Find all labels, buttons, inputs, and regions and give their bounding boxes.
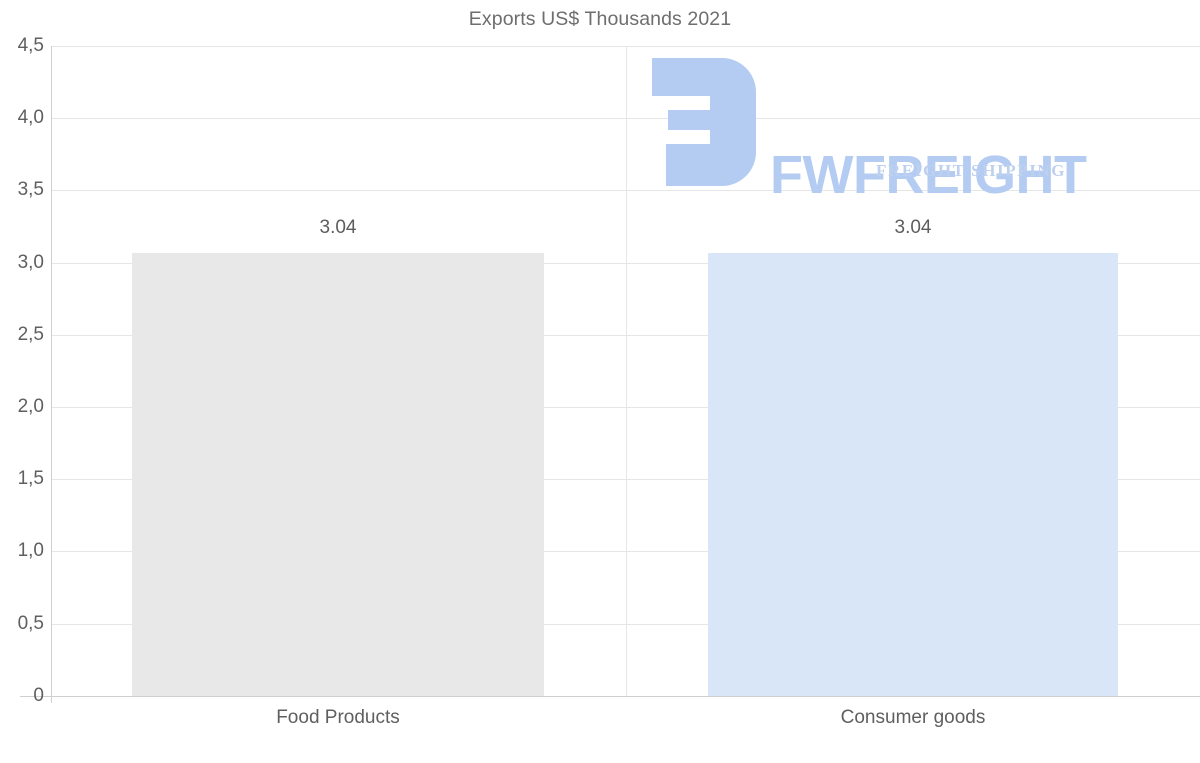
watermark-tagline: FREIGHT SHIPPING	[876, 161, 1067, 180]
gridline-y-2-5	[51, 335, 1200, 336]
bar-value-label-food-products: 3.04	[319, 217, 357, 238]
y-tick-label-3: 3,0	[17, 252, 44, 273]
y-tick-label-4: 2,5	[17, 324, 44, 345]
gridline-y-1-5	[51, 479, 1200, 480]
y-tick-label-0: 4,5	[17, 35, 44, 56]
gridline-y-2-0	[51, 407, 1200, 408]
gridline-y-4-5	[51, 46, 1200, 47]
y-tick-label-5: 2,0	[17, 396, 44, 417]
x-axis-line	[20, 696, 1200, 697]
y-tick-label-9: 0	[33, 685, 44, 706]
gridline-x-category-boundary	[626, 46, 627, 696]
watermark: FWFREIGHT FREIGHT SHIPPING	[648, 58, 1148, 202]
bar-consumer-goods[interactable]	[708, 253, 1118, 696]
gridline-y-0-5	[51, 624, 1200, 625]
gridline-y-3-5	[51, 190, 1200, 191]
x-axis-label-food-products: Food Products	[276, 707, 400, 728]
gridline-y-1-0	[51, 551, 1200, 552]
x-axis-label-consumer-goods: Consumer goods	[840, 707, 986, 728]
fwfreight-logo-icon	[652, 58, 756, 186]
y-tick-label-2: 3,5	[17, 179, 44, 200]
chart-title: Exports US$ Thousands 2021	[468, 8, 732, 30]
y-tick-label-7: 1,0	[17, 540, 44, 561]
bar-value-label-consumer-goods: 3.04	[894, 217, 932, 238]
y-axis-line	[51, 46, 52, 703]
y-tick-label-8: 0,5	[17, 613, 44, 634]
gridline-y-4-0	[51, 118, 1200, 119]
y-tick-label-6: 1,5	[17, 468, 44, 489]
watermark-brand: FWFREIGHT	[770, 145, 1087, 205]
bar-food-products[interactable]	[132, 253, 544, 696]
gridline-y-3-0	[51, 263, 1200, 264]
y-tick-label-1: 4,0	[17, 107, 44, 128]
